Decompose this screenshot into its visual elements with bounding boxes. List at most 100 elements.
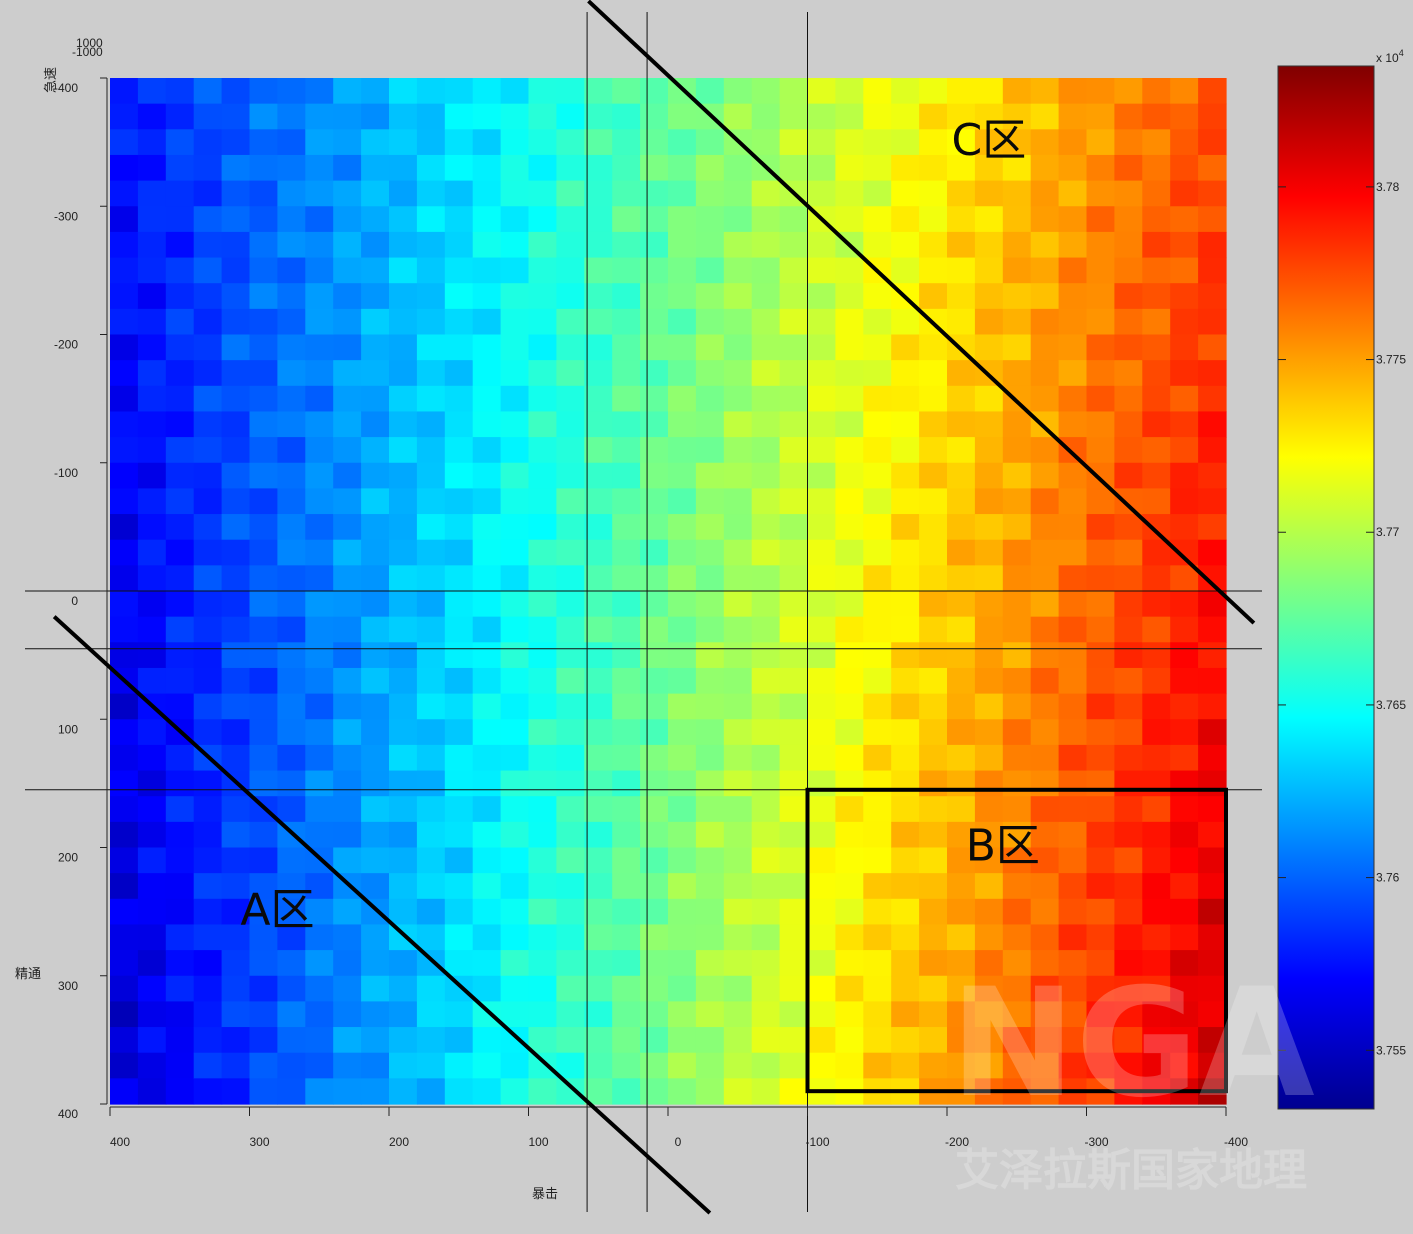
- heatmap-cell: [584, 591, 613, 618]
- heatmap-cell: [668, 1027, 697, 1054]
- heatmap-cell: [668, 283, 697, 310]
- heatmap-cell: [1030, 385, 1060, 413]
- heatmap-cell: [1058, 488, 1088, 515]
- heatmap-cell: [1170, 437, 1199, 464]
- heatmap-cell: [1198, 103, 1227, 130]
- heatmap-cell: [472, 1027, 502, 1054]
- heatmap-cell: [947, 231, 976, 259]
- heatmap-cell: [695, 514, 725, 541]
- heatmap-cell: [333, 950, 362, 977]
- heatmap-cell: [389, 616, 418, 643]
- heatmap-cell: [249, 770, 278, 797]
- heatmap-cell: [947, 180, 976, 207]
- heatmap-cell: [1030, 514, 1060, 541]
- heatmap-cell: [444, 360, 474, 387]
- heatmap-cell: [640, 1027, 669, 1054]
- heatmap-cell: [193, 693, 223, 720]
- heatmap-cell: [807, 437, 836, 464]
- heatmap-cell: [193, 847, 223, 874]
- heatmap-cell: [361, 821, 390, 849]
- heatmap-cell: [1058, 616, 1088, 643]
- heatmap-cell: [221, 334, 251, 361]
- heatmap-cell: [361, 180, 390, 207]
- heatmap-cell: [1086, 385, 1115, 413]
- heatmap-cell: [500, 1052, 530, 1079]
- heatmap-cell: [193, 334, 223, 361]
- heatmap-cell: [416, 411, 446, 438]
- heatmap-cell: [416, 591, 446, 618]
- heatmap-cell: [1030, 129, 1060, 156]
- heatmap-cell: [1198, 78, 1227, 105]
- heatmap-cell: [1170, 591, 1199, 618]
- heatmap-cell: [333, 719, 362, 746]
- heatmap-cell: [807, 873, 836, 900]
- heatmap-cell: [751, 129, 781, 156]
- heatmap-cell: [305, 667, 334, 695]
- heatmap-cell: [277, 360, 306, 387]
- heatmap-cell: [277, 924, 306, 951]
- heatmap-cell: [779, 924, 809, 951]
- heatmap-cell: [416, 308, 446, 336]
- heatmap-cell: [668, 821, 697, 849]
- heatmap-cell: [612, 283, 641, 310]
- heatmap-cell: [974, 308, 1004, 336]
- heatmap-cell: [1142, 1027, 1171, 1054]
- heatmap-cell: [1058, 437, 1088, 464]
- heatmap-cell: [863, 898, 892, 926]
- heatmap-cell: [919, 488, 948, 515]
- x-tick-label: 100: [528, 1135, 548, 1149]
- heatmap-cell: [389, 591, 418, 618]
- heatmap-cell: [584, 1052, 613, 1079]
- heatmap-cell: [1198, 514, 1227, 541]
- heatmap-cell: [444, 770, 474, 797]
- heatmap-cell: [807, 924, 836, 951]
- heatmap-cell: [835, 873, 864, 900]
- heatmap-cell: [584, 514, 613, 541]
- heatmap-cell: [1198, 719, 1227, 746]
- heatmap-cell: [974, 873, 1004, 900]
- x-tick-label: -100: [805, 1135, 829, 1149]
- heatmap-cell: [416, 129, 446, 156]
- heatmap-cell: [668, 1052, 697, 1079]
- heatmap-cell: [1142, 488, 1171, 515]
- heatmap-cell: [444, 1078, 474, 1105]
- heatmap-cell: [137, 924, 167, 951]
- heatmap-cell: [863, 1052, 892, 1079]
- heatmap-cell: [1058, 1052, 1088, 1079]
- heatmap-cell: [1058, 78, 1088, 105]
- heatmap-cell: [165, 950, 195, 977]
- heatmap-cell: [835, 1001, 864, 1028]
- heatmap-cell: [389, 1001, 418, 1028]
- heatmap-cell: [1002, 462, 1032, 489]
- heatmap-cell: [249, 1052, 278, 1079]
- heatmap-cell: [947, 667, 976, 695]
- heatmap-cell: [695, 206, 725, 233]
- heatmap-cell: [891, 129, 920, 156]
- heatmap-cell: [305, 719, 334, 746]
- heatmap-cell: [472, 308, 502, 336]
- heatmap-cell: [110, 1052, 139, 1079]
- heatmap-cell: [305, 385, 334, 413]
- heatmap-cell: [974, 154, 1004, 182]
- heatmap-cell: [1086, 360, 1115, 387]
- heatmap-cell: [1030, 539, 1060, 566]
- heatmap-cell: [668, 1001, 697, 1028]
- heatmap-cell: [668, 950, 697, 977]
- heatmap-cell: [444, 1052, 474, 1079]
- heatmap-cell: [612, 103, 641, 130]
- heatmap-cell: [221, 308, 251, 336]
- heatmap-cell: [695, 565, 725, 592]
- heatmap-cell: [668, 591, 697, 618]
- heatmap-cell: [556, 334, 585, 361]
- heatmap-cell: [807, 693, 836, 720]
- heatmap-cell: [556, 180, 585, 207]
- heatmap-cell: [835, 539, 864, 566]
- heatmap-cell: [277, 642, 306, 669]
- heatmap-cell: [723, 744, 753, 772]
- heatmap-cell: [333, 385, 362, 413]
- heatmap-cell: [556, 411, 585, 438]
- heatmap-cell: [723, 975, 753, 1002]
- heatmap-cell: [947, 616, 976, 643]
- heatmap-cell: [1058, 539, 1088, 566]
- heatmap-cell: [361, 1001, 390, 1028]
